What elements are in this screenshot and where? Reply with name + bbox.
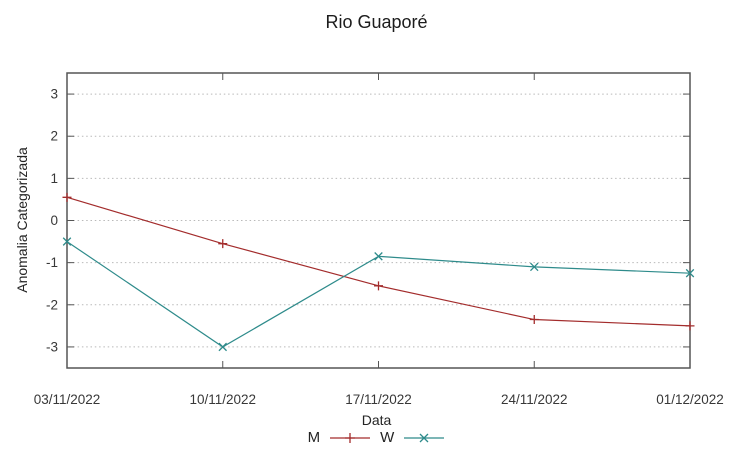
legend-label-w: W	[380, 429, 395, 446]
y-tick-label: 1	[50, 171, 58, 186]
y-tick-label: 2	[50, 129, 58, 144]
plus-marker-icon	[345, 432, 356, 443]
cross-marker-icon	[529, 262, 539, 272]
y-tick-label: -1	[46, 255, 58, 270]
cross-marker-icon	[685, 268, 695, 278]
y-tick-label: 0	[50, 213, 58, 228]
legend-sample-w	[404, 433, 445, 442]
chart-title: Rio Guaporé	[325, 12, 428, 32]
series-line-m	[66, 196, 691, 327]
y-axis-title: Anomalia Categorizada	[14, 147, 30, 293]
x-tick-label: 03/11/2022	[34, 392, 101, 407]
plus-marker-icon	[218, 239, 228, 249]
plus-marker-icon	[62, 192, 72, 202]
plot-border	[66, 72, 691, 369]
x-tick-label: 17/11/2022	[345, 392, 412, 407]
legend-label-m: M	[307, 429, 321, 446]
series-line-w	[66, 241, 691, 348]
plus-marker-icon	[374, 281, 383, 291]
y-tick-label: 3	[50, 87, 58, 102]
x-tick-label: 24/11/2022	[501, 392, 568, 407]
x-tick-label: 01/12/2022	[656, 392, 724, 407]
x-axis-title: Data	[361, 412, 392, 428]
plus-marker-icon	[685, 321, 695, 331]
legend-sample-m	[330, 432, 371, 443]
plus-marker-icon	[529, 315, 539, 325]
x-tick-label: 10/11/2022	[189, 392, 256, 407]
cross-marker-icon	[218, 342, 228, 352]
y-tick-label: -3	[46, 339, 58, 354]
cross-marker-icon	[419, 433, 429, 442]
legend: M W	[0, 429, 753, 446]
y-tick-label: -2	[46, 297, 58, 312]
cross-marker-icon	[62, 237, 72, 246]
cross-marker-icon	[374, 252, 383, 261]
